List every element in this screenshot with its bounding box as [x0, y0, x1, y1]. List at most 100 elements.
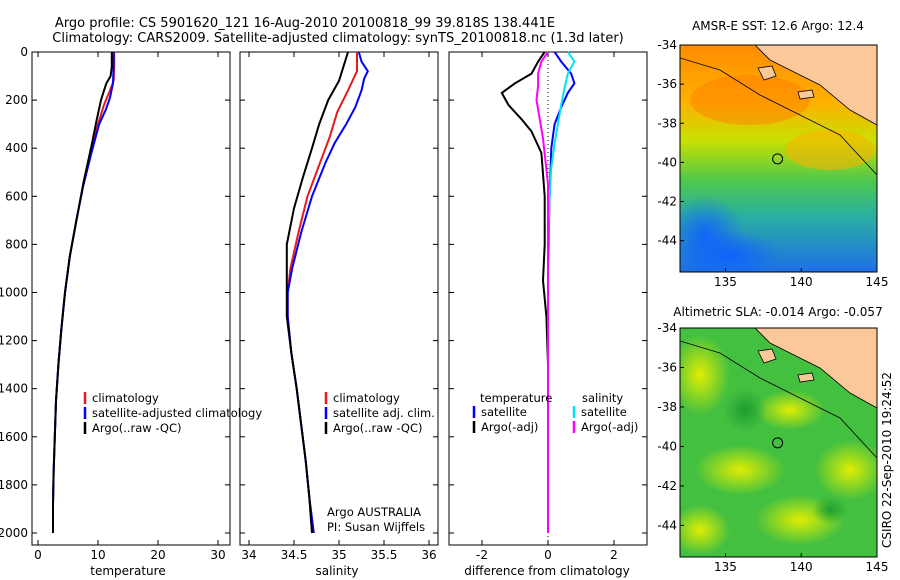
sst-warm-patch — [785, 130, 875, 170]
sla-island — [757, 348, 777, 364]
legend-label-argo: Argo(..raw -QC) — [92, 421, 182, 435]
sst-island — [797, 89, 815, 100]
series-line-salinity-satellite — [547, 51, 576, 533]
map-y-tick-label: -36 — [657, 77, 677, 91]
series-line-temperature-satellite — [547, 51, 576, 533]
sla-low-patch — [812, 496, 848, 524]
x-tick-label: 2 — [610, 548, 618, 562]
y-tick-label: 0 — [20, 45, 28, 59]
map-y-tick-label: -36 — [657, 360, 677, 374]
x-tick-label: 20 — [150, 548, 165, 562]
y-tick-label: 1600 — [0, 430, 28, 444]
map-y-tick-label: -42 — [657, 195, 677, 209]
series-line-climatology — [52, 52, 116, 533]
sla-map-title: Altimetric SLA: -0.014 Argo: -0.057 — [673, 305, 882, 319]
sla-high-patch — [695, 445, 785, 495]
legend-label-climatology: climatology — [92, 391, 159, 405]
series-line-argo-raw-qc- — [285, 51, 349, 534]
salinity-xlabel: salinity — [315, 564, 358, 578]
sst-warm-patch — [690, 75, 810, 125]
y-tick-label: 200 — [5, 93, 28, 107]
legend-label-temp-satellite: satellite — [481, 405, 527, 419]
map-y-tick-label: -42 — [657, 479, 677, 493]
x-tick-label: 34 — [241, 548, 256, 562]
legend-label-argo: Argo(..raw -QC) — [333, 421, 423, 435]
map-y-tick-label: -38 — [657, 400, 677, 414]
y-tick-label: 2000 — [0, 526, 28, 540]
salinity-axes — [239, 51, 439, 546]
legend-label-temp-argo: Argo(-adj) — [481, 420, 538, 434]
x-tick-label: 36 — [421, 548, 436, 562]
map-y-tick-label: -44 — [657, 518, 677, 532]
argo-position-marker — [772, 153, 784, 165]
x-tick-label: -2 — [476, 548, 488, 562]
y-tick-label: 400 — [5, 141, 28, 155]
header-line2: Climatology: CARS2009. Satellite-adjuste… — [52, 31, 624, 46]
map-y-tick-label: -38 — [657, 116, 677, 130]
map-y-tick-label: -40 — [657, 155, 677, 169]
side-caption: CSIRO 22-Sep-2010 19:24:52 — [880, 372, 894, 548]
y-tick-label: 1800 — [0, 478, 28, 492]
map-x-tick-label: 145 — [866, 275, 889, 289]
sst-map-frame — [679, 44, 878, 273]
map-x-tick-label: 140 — [790, 560, 813, 574]
sst-land — [754, 45, 877, 126]
x-tick-label: 30 — [210, 548, 225, 562]
map-y-tick-label: -34 — [657, 38, 677, 52]
map-x-tick-label: 135 — [714, 275, 737, 289]
argo-position-marker — [772, 437, 784, 449]
difference-xlabel: difference from climatology — [464, 564, 630, 578]
sla-shelf-contour — [680, 340, 877, 459]
sla-map-frame — [679, 327, 878, 558]
difference-legend: temperature satellite Argo(-adj) salinit… — [472, 391, 638, 434]
x-tick-label: 10 — [90, 548, 105, 562]
sla-high-patch — [755, 390, 825, 430]
temperature-legend: climatology satellite-adjusted climatolo… — [83, 391, 262, 435]
legend-title-temperature: temperature — [480, 391, 552, 405]
x-tick-label: 35 — [331, 548, 346, 562]
salinity-legend: climatology satellite adj. clim. Argo(..… — [324, 391, 435, 435]
header-line1: Argo profile: CS 5901620_121 16-Aug-2010… — [55, 16, 555, 31]
y-tick-label: 1400 — [0, 382, 28, 396]
sla-land — [754, 328, 877, 409]
pi-label: PI: Susan Wijffels — [327, 520, 425, 534]
sst-map — [680, 45, 877, 272]
legend-label-sal-satellite: satellite — [581, 405, 627, 419]
x-tick-label: 34.5 — [281, 548, 308, 562]
map-ticks: 135 140 145 -34 -36 -38 -40 -42 -44 135 140 145 -34 -… — [657, 38, 888, 574]
legend-label-sal-argo: Argo(-adj) — [581, 420, 638, 434]
x-tick-label: 35.5 — [371, 548, 398, 562]
sla-high-patch — [680, 335, 730, 415]
temperature-axes — [31, 51, 231, 546]
argo-australia-label: Argo AUSTRALIA — [327, 505, 421, 519]
series-line-satellite-adj-clim- — [286, 51, 369, 534]
y-tick-label: 600 — [5, 189, 28, 203]
sst-shelf-contour — [680, 57, 877, 176]
temperature-xlabel: temperature — [90, 564, 165, 578]
y-tick-label: 1200 — [0, 334, 28, 348]
sla-map — [680, 328, 877, 557]
map-y-tick-label: -34 — [657, 321, 677, 335]
sst-map-title: AMSR-E SST: 12.6 Argo: 12.4 — [692, 19, 864, 33]
y-tick-label: 800 — [5, 237, 28, 251]
y-tick-label: 1000 — [0, 285, 28, 299]
legend-label-satellite: satellite adj. clim. — [333, 406, 435, 420]
x-tick-label: 0 — [34, 548, 42, 562]
map-x-tick-label: 145 — [866, 560, 889, 574]
map-y-tick-label: -44 — [657, 234, 677, 248]
series-line-satellite-adjusted-climatology — [52, 52, 115, 533]
series-line-temperature-argo-adj- — [500, 51, 549, 533]
profile-plots: 0 10 20 30020040060080010001200140016001800… — [0, 45, 647, 562]
sla-high-patch — [815, 440, 877, 500]
legend-title-salinity: salinity — [582, 391, 623, 405]
series-line-argo-raw-qc- — [52, 52, 113, 533]
legend-label-satellite: satellite-adjusted climatology — [92, 406, 262, 420]
legend-label-climatology: climatology — [333, 391, 400, 405]
map-y-tick-label: -40 — [657, 439, 677, 453]
series-line-salinity-argo-adj- — [535, 51, 549, 533]
x-tick-label: 0 — [544, 548, 552, 562]
sla-low-patch — [723, 388, 767, 432]
map-x-tick-label: 140 — [790, 275, 813, 289]
sla-island — [797, 372, 815, 383]
